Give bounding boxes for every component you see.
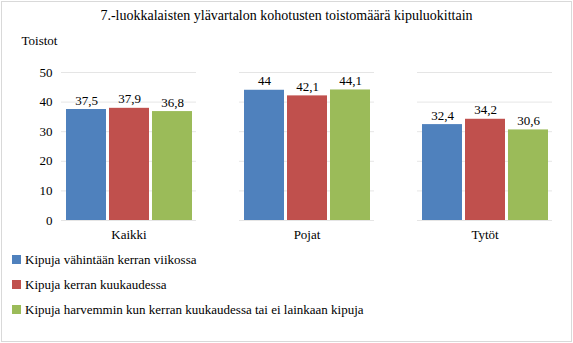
svg-text:30,6: 30,6: [517, 113, 540, 128]
html-text:Kipuja kerran kuukaudessa: Kipuja kerran kuukaudessa: [25, 276, 167, 292]
svg-text:20: 20: [40, 153, 53, 168]
svg-text:Kaikki: Kaikki: [111, 227, 147, 242]
svg-text:36,8: 36,8: [161, 95, 184, 110]
svg-text:37,5: 37,5: [75, 93, 98, 108]
svg-text:50: 50: [40, 65, 53, 80]
svg-text:30: 30: [40, 124, 53, 139]
svg-text:32,4: 32,4: [431, 108, 454, 123]
svg-text:40: 40: [40, 94, 53, 109]
html-text:Kipuja vähintään kerran viikos: Kipuja vähintään kerran viikossa: [25, 251, 197, 267]
svg-text:0: 0: [46, 213, 53, 228]
html-text:7.-luokkalaisten ylävartalon k: 7.-luokkalaisten ylävartalon kohotusten …: [100, 8, 473, 23]
svg-text:Pojat: Pojat: [294, 227, 321, 242]
html-text:Kipuja harvemmin kun kerran ku: Kipuja harvemmin kun kerran kuukaudessa …: [25, 301, 364, 317]
svg-text:Tytöt: Tytöt: [471, 227, 499, 242]
svg-text:44,1: 44,1: [339, 73, 362, 88]
svg-text:10: 10: [40, 183, 53, 198]
svg-text:42,1: 42,1: [296, 79, 319, 94]
svg-text:44: 44: [258, 73, 272, 88]
svg-text:37,9: 37,9: [118, 91, 141, 106]
svg-text:34,2: 34,2: [474, 102, 497, 117]
svg-text:Toistot: Toistot: [22, 33, 58, 48]
